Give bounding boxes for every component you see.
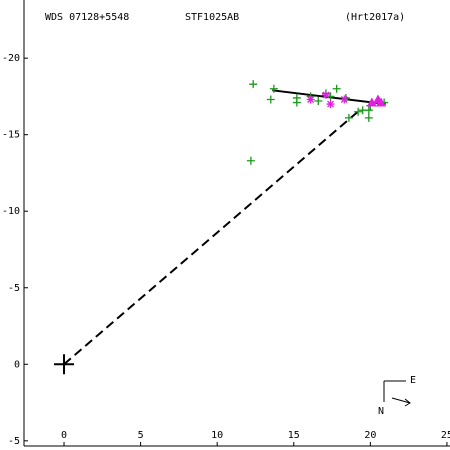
y-tick-label: -20 xyxy=(2,53,20,64)
title-right: (Hrt2017a) xyxy=(345,12,405,23)
compass-east: E xyxy=(410,375,416,386)
y-tick-label: -5 xyxy=(8,436,20,447)
y-tick-label: 0 xyxy=(14,359,20,370)
plus-point xyxy=(332,84,341,93)
plus-point xyxy=(314,97,323,106)
cross-point xyxy=(54,354,75,375)
y-tick-label: -10 xyxy=(2,206,20,217)
x-tick-label: 5 xyxy=(138,430,144,441)
title-center: STF1025AB xyxy=(185,12,239,23)
title-left: WDS 07128+5548 xyxy=(45,12,129,23)
y-tick-label: -15 xyxy=(2,130,20,141)
x-tick-label: 20 xyxy=(364,430,376,441)
asterisk-point xyxy=(326,100,335,109)
x-tick-label: 25 xyxy=(441,430,450,441)
x-tick-label: 10 xyxy=(211,430,223,441)
x-tick-label: 0 xyxy=(61,430,67,441)
asterisk-point xyxy=(306,95,315,104)
triangle-point xyxy=(376,97,387,107)
triangle-point xyxy=(366,97,377,107)
separation-line xyxy=(63,109,361,366)
plus-point xyxy=(292,98,301,107)
plus-point xyxy=(354,107,363,116)
y-tick-label: -5 xyxy=(8,283,20,294)
compass xyxy=(383,380,411,407)
compass-north: N xyxy=(378,406,384,417)
plus-point xyxy=(364,113,373,122)
plus-point xyxy=(344,113,353,122)
plus-point xyxy=(269,84,278,93)
plus-point xyxy=(246,156,255,165)
plus-point xyxy=(266,95,275,104)
asterisk-point xyxy=(340,95,349,104)
plus-point xyxy=(249,80,258,89)
x-tick-label: 15 xyxy=(288,430,300,441)
plus-point xyxy=(364,106,373,115)
asterisk-point xyxy=(321,90,330,99)
